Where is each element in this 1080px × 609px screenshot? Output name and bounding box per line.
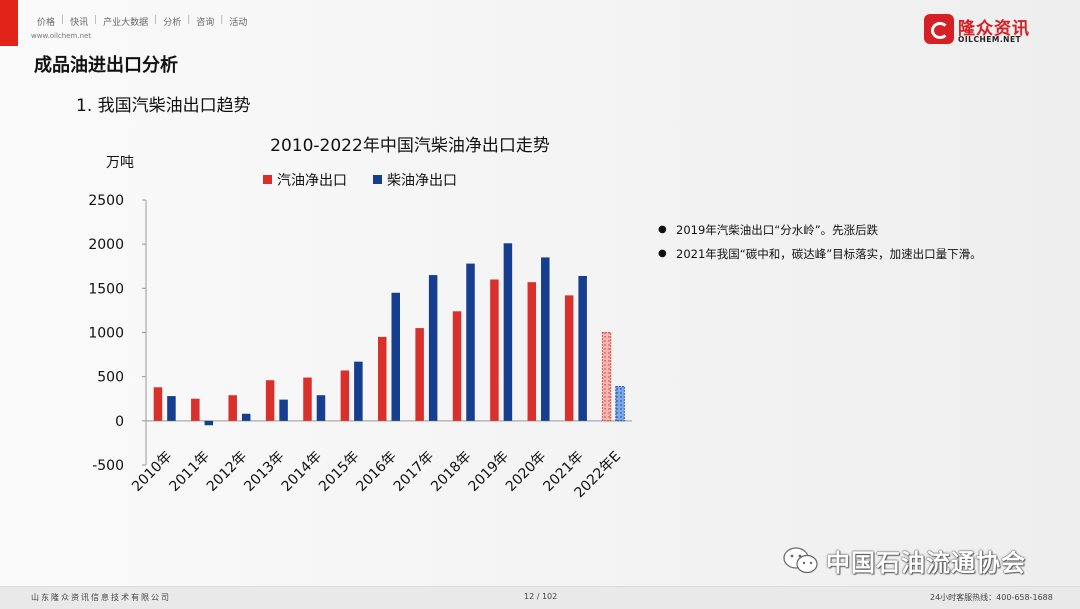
x-tick-label: 2015年 bbox=[316, 449, 362, 495]
gasoline-bar bbox=[490, 279, 499, 421]
chart-title: 2010-2022年中国汽柴油净出口走势 bbox=[270, 136, 550, 156]
y-tick-label: 1500 bbox=[88, 281, 124, 297]
nav-item-analysis[interactable]: 分析 bbox=[163, 18, 182, 28]
x-tick-label: 2017年 bbox=[391, 449, 437, 495]
x-tick-label: 2011年 bbox=[166, 449, 212, 495]
legend-label-diesel: 柴油净出口 bbox=[387, 173, 457, 189]
y-axis-unit-label: 万吨 bbox=[106, 155, 134, 171]
key-point-2: 2021年我国“碳中和，碳达峰”目标落实，加速出口量下滑。 bbox=[658, 242, 998, 266]
gasoline-bar bbox=[601, 332, 612, 422]
logo-cn-text: 隆众资讯 bbox=[958, 19, 1030, 39]
footer-hotline: 24小时客服热线：400-658-1688 bbox=[930, 593, 1053, 602]
gasoline-bar bbox=[452, 311, 462, 421]
diesel-bar bbox=[316, 395, 326, 421]
gasoline-bar bbox=[228, 395, 237, 421]
wechat-watermark: 中国石油流通协会 bbox=[782, 543, 1026, 578]
legend-label-gasoline: 汽油净出口 bbox=[277, 173, 347, 189]
gasoline-bar bbox=[191, 398, 200, 421]
diesel-bar bbox=[391, 292, 400, 421]
legend-swatch-diesel bbox=[373, 175, 382, 184]
gasoline-bar bbox=[153, 387, 163, 421]
logo-en-text: OILCHEM.NET bbox=[958, 35, 1022, 44]
diesel-bar bbox=[541, 257, 550, 421]
legend-swatch-gasoline bbox=[263, 175, 272, 184]
diesel-bar bbox=[578, 275, 587, 421]
x-tick-label: 2020年 bbox=[503, 449, 549, 495]
gasoline-bar bbox=[378, 336, 387, 421]
y-tick-label: 2000 bbox=[88, 237, 124, 253]
x-tick-label: 2010年 bbox=[129, 449, 175, 495]
chart-legend: 汽油净出口 柴油净出口 bbox=[263, 173, 457, 189]
x-tick-label: 2012年 bbox=[204, 449, 250, 495]
gasoline-bar bbox=[340, 370, 350, 421]
nav-item-news[interactable]: 快讯 bbox=[70, 18, 89, 28]
bar-group bbox=[146, 243, 632, 426]
footer-company: 山东隆众资讯信息技术有限公司 bbox=[31, 593, 171, 602]
page-number: 12 / 102 bbox=[524, 592, 558, 601]
x-tick-label: 2018年 bbox=[428, 449, 474, 495]
slide-footer: 山东隆众资讯信息技术有限公司 12 / 102 24小时客服热线：400-658… bbox=[0, 586, 1080, 609]
gasoline-bar bbox=[415, 328, 424, 421]
site-url[interactable]: www.oilchem.net bbox=[31, 32, 92, 40]
diesel-bar bbox=[615, 385, 625, 422]
oilchem-logo: 隆众资讯 OILCHEM.NET bbox=[924, 14, 1042, 44]
top-nav: 价格 | 快讯 | 产业大数据 | 分析 | 咨询 | 活动 bbox=[31, 15, 253, 28]
diesel-bar bbox=[466, 263, 475, 421]
diesel-bar bbox=[428, 275, 438, 421]
y-tick-label: 1000 bbox=[88, 326, 124, 342]
diesel-bar bbox=[503, 243, 513, 421]
nav-item-events[interactable]: 活动 bbox=[229, 18, 248, 28]
wechat-account-name: 中国石油流通协会 bbox=[826, 549, 1026, 577]
key-point-1: 2019年汽柴油出口“分水岭”。先涨后跌 bbox=[658, 218, 998, 242]
y-tick-label: 2500 bbox=[88, 193, 124, 209]
slide-subtitle: 1. 我国汽柴油出口趋势 bbox=[76, 96, 251, 116]
header-accent-bar bbox=[0, 0, 18, 46]
diesel-bar bbox=[241, 413, 251, 421]
x-tick-label: 2013年 bbox=[241, 449, 287, 495]
oilchem-logo-icon bbox=[924, 14, 954, 44]
gasoline-bar bbox=[527, 282, 537, 421]
x-tick-label: 2019年 bbox=[466, 449, 512, 495]
gasoline-bar bbox=[303, 377, 312, 421]
gasoline-bar bbox=[265, 380, 275, 421]
section-title: 成品油进出口分析 bbox=[34, 55, 178, 76]
nav-item-consulting[interactable]: 咨询 bbox=[196, 18, 215, 28]
nav-item-industry-data[interactable]: 产业大数据 bbox=[103, 18, 149, 28]
x-tick-label: 2014年 bbox=[279, 449, 325, 495]
y-tick-label: 500 bbox=[97, 370, 124, 386]
y-axis: -500 0 500 1000 1500 2000 2500 bbox=[88, 193, 147, 474]
wechat-icon bbox=[782, 546, 820, 576]
gasoline-bar bbox=[564, 295, 574, 421]
diesel-bar bbox=[167, 396, 176, 421]
diesel-bar bbox=[204, 420, 214, 426]
diesel-bar bbox=[354, 361, 363, 421]
x-axis: 2010年2011年2012年2013年2014年2015年2016年2017年… bbox=[129, 449, 624, 502]
nav-item-price[interactable]: 价格 bbox=[37, 18, 56, 28]
diesel-bar bbox=[279, 399, 288, 421]
key-points: 2019年汽柴油出口“分水岭”。先涨后跌 2021年我国“碳中和，碳达峰”目标落… bbox=[658, 218, 998, 266]
y-tick-label: -500 bbox=[92, 458, 124, 474]
x-tick-label: 2016年 bbox=[353, 449, 399, 495]
y-tick-label: 0 bbox=[115, 414, 124, 430]
